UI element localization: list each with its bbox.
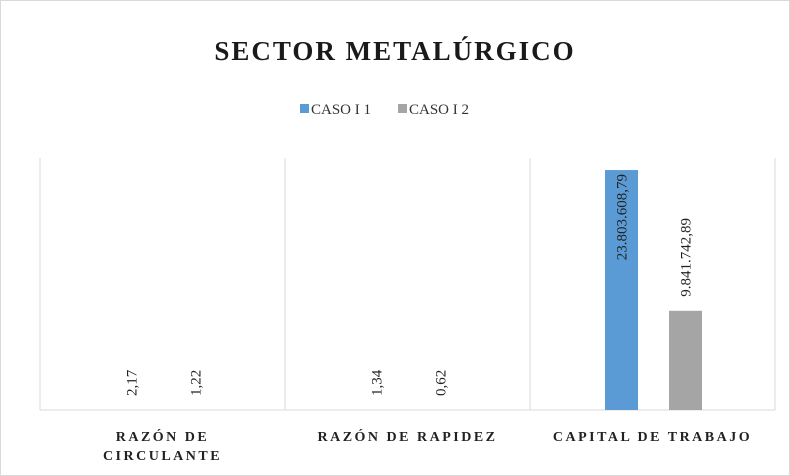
legend-swatch	[300, 104, 309, 113]
data-label: 23.803.608,79	[615, 174, 631, 260]
data-label: 2,17	[125, 369, 141, 396]
data-label: 1,34	[370, 369, 386, 396]
bar	[669, 310, 702, 410]
legend-label: CASO I 1	[311, 102, 371, 118]
legend-swatch	[398, 104, 407, 113]
chart-title: SECTOR METALÚRGICO	[214, 36, 575, 66]
bar	[605, 170, 638, 410]
data-label: 9.841.742,89	[679, 218, 695, 297]
x-tick-label: CAPITAL DE TRABAJO	[552, 430, 753, 445]
data-label: 0,62	[434, 370, 450, 396]
x-tick-label: RAZÓN DE CIRCULANTE	[102, 430, 223, 464]
legend-label: CASO I 2	[409, 102, 469, 118]
data-label: 1,22	[189, 370, 205, 396]
x-tick-label: RAZÓN DE RAPIDEZ	[317, 430, 498, 445]
